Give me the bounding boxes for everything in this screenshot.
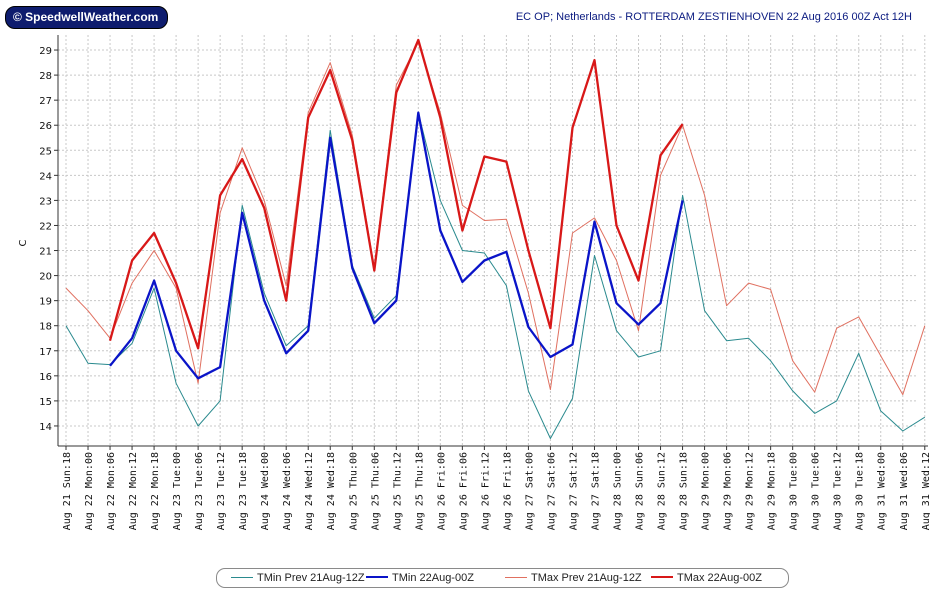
x-tick-label: Aug 31 Wed:06 xyxy=(899,452,910,530)
series-layer xyxy=(65,38,926,439)
plot-area xyxy=(58,35,918,446)
x-tick-label: Aug 28 Sun:00 xyxy=(613,452,624,530)
x-tick-label: Aug 27 Sat:06 xyxy=(546,452,557,530)
y-tick-label: 20 xyxy=(39,272,52,283)
x-tick-label: Aug 29 Mon:12 xyxy=(745,452,756,530)
x-tick-label: Aug 23 Tue:06 xyxy=(194,452,205,530)
x-tick-label: Aug 26 Fri:06 xyxy=(458,452,469,530)
x-tick-label: Aug 25 Thu:12 xyxy=(392,452,403,530)
legend-swatch xyxy=(231,576,253,578)
legend-label: TMin 22Aug-00Z xyxy=(392,572,474,584)
x-tick-label: Aug 29 Mon:00 xyxy=(701,452,712,530)
x-tick-label: Aug 22 Mon:06 xyxy=(106,452,117,530)
x-tick-label: Aug 25 Thu:06 xyxy=(370,452,381,530)
x-tick-label: Aug 30 Tue:00 xyxy=(789,452,800,530)
x-tick-label: Aug 31 Wed:00 xyxy=(877,452,888,530)
x-tick-label: Aug 21 Sun:18 xyxy=(62,452,73,530)
y-tick-label: 15 xyxy=(39,397,52,408)
legend-label: TMin Prev 21Aug-12Z xyxy=(257,572,365,584)
x-tick-label: Aug 30 Tue:06 xyxy=(811,452,822,530)
x-tick-label: Aug 30 Tue:12 xyxy=(833,452,844,530)
x-tick-label: Aug 25 Thu:18 xyxy=(414,452,425,530)
x-tick-label: Aug 23 Tue:00 xyxy=(172,452,183,530)
legend-item-tmin-prev: TMin Prev 21Aug-12Z xyxy=(231,569,365,587)
x-tick-label: Aug 25 Thu:00 xyxy=(348,452,359,530)
x-tick-label: Aug 24 Wed:06 xyxy=(282,452,293,530)
legend-swatch xyxy=(505,576,527,578)
x-tick-label: Aug 24 Wed:18 xyxy=(326,452,337,530)
y-tick-label: 27 xyxy=(39,96,52,107)
x-tick-label: Aug 22 Mon:12 xyxy=(128,452,139,530)
y-tick-label: 19 xyxy=(39,297,52,308)
x-tick-label: Aug 22 Mon:00 xyxy=(84,452,95,530)
x-tick-label: Aug 23 Tue:12 xyxy=(216,452,227,530)
y-tick-label: 23 xyxy=(39,196,52,207)
x-tick-label: Aug 27 Sat:00 xyxy=(524,452,535,530)
y-tick-label: 17 xyxy=(39,347,52,358)
legend-item-tmax-prev: TMax Prev 21Aug-12Z xyxy=(505,569,642,587)
x-tick-label: Aug 28 Sun:12 xyxy=(657,452,668,530)
y-axis-label: C xyxy=(18,239,29,246)
x-tick-label: Aug 26 Fri:18 xyxy=(502,452,513,530)
axis-layer: 14 15 16 17 18 19 20 21 22 23 24 25 26 27 28 29 Aug 21 S… xyxy=(39,35,930,530)
x-tick-label: Aug 27 Sat:12 xyxy=(568,452,579,530)
series-line-2 xyxy=(65,42,926,396)
chart-title: EC OP; Netherlands - ROTTERDAM ZESTIENHO… xyxy=(515,11,912,23)
y-tick-label: 24 xyxy=(39,171,52,182)
x-tick-label: Aug 26 Fri:12 xyxy=(480,452,491,530)
x-tick-label: Aug 24 Wed:00 xyxy=(260,452,271,530)
x-tick-label: Aug 22 Mon:18 xyxy=(150,452,161,530)
x-tick-label: Aug 24 Wed:12 xyxy=(304,452,315,530)
y-tick-label: 18 xyxy=(39,322,52,333)
y-tick-label: 26 xyxy=(39,121,52,132)
brand-logo: © SpeedwellWeather.com xyxy=(5,6,169,29)
y-tick-label: 28 xyxy=(39,71,52,82)
x-tick-label: Aug 30 Tue:18 xyxy=(855,452,866,530)
y-tick-label: 14 xyxy=(39,422,52,433)
x-tick-label: Aug 27 Sat:18 xyxy=(590,452,601,530)
legend-label: TMax 22Aug-00Z xyxy=(677,572,762,584)
grid-layer xyxy=(58,35,926,446)
legend-item-tmin: TMin 22Aug-00Z xyxy=(366,569,474,587)
x-tick-label: Aug 26 Fri:00 xyxy=(436,452,447,530)
series-line-1 xyxy=(109,111,684,380)
legend-swatch xyxy=(366,576,388,579)
x-tick-label: Aug 29 Mon:18 xyxy=(767,452,778,530)
series-line-0 xyxy=(65,112,926,439)
x-tick-label: Aug 31 Wed:12 xyxy=(921,452,930,530)
y-tick-label: 21 xyxy=(39,247,52,258)
y-tick-label: 29 xyxy=(39,46,52,57)
y-tick-label: 22 xyxy=(39,221,52,232)
x-tick-label: Aug 28 Sun:18 xyxy=(679,452,690,530)
series-line-3 xyxy=(108,38,684,350)
legend-label: TMax Prev 21Aug-12Z xyxy=(531,572,642,584)
x-tick-label: Aug 28 Sun:06 xyxy=(635,452,646,530)
legend-item-tmax: TMax 22Aug-00Z xyxy=(651,569,762,587)
y-tick-label: 16 xyxy=(39,372,52,383)
legend: TMin Prev 21Aug-12Z TMin 22Aug-00Z TMax … xyxy=(216,568,789,588)
legend-swatch xyxy=(651,576,673,579)
y-tick-label: 25 xyxy=(39,146,52,157)
x-tick-label: Aug 23 Tue:18 xyxy=(238,452,249,530)
x-tick-label: Aug 29 Mon:06 xyxy=(723,452,734,530)
